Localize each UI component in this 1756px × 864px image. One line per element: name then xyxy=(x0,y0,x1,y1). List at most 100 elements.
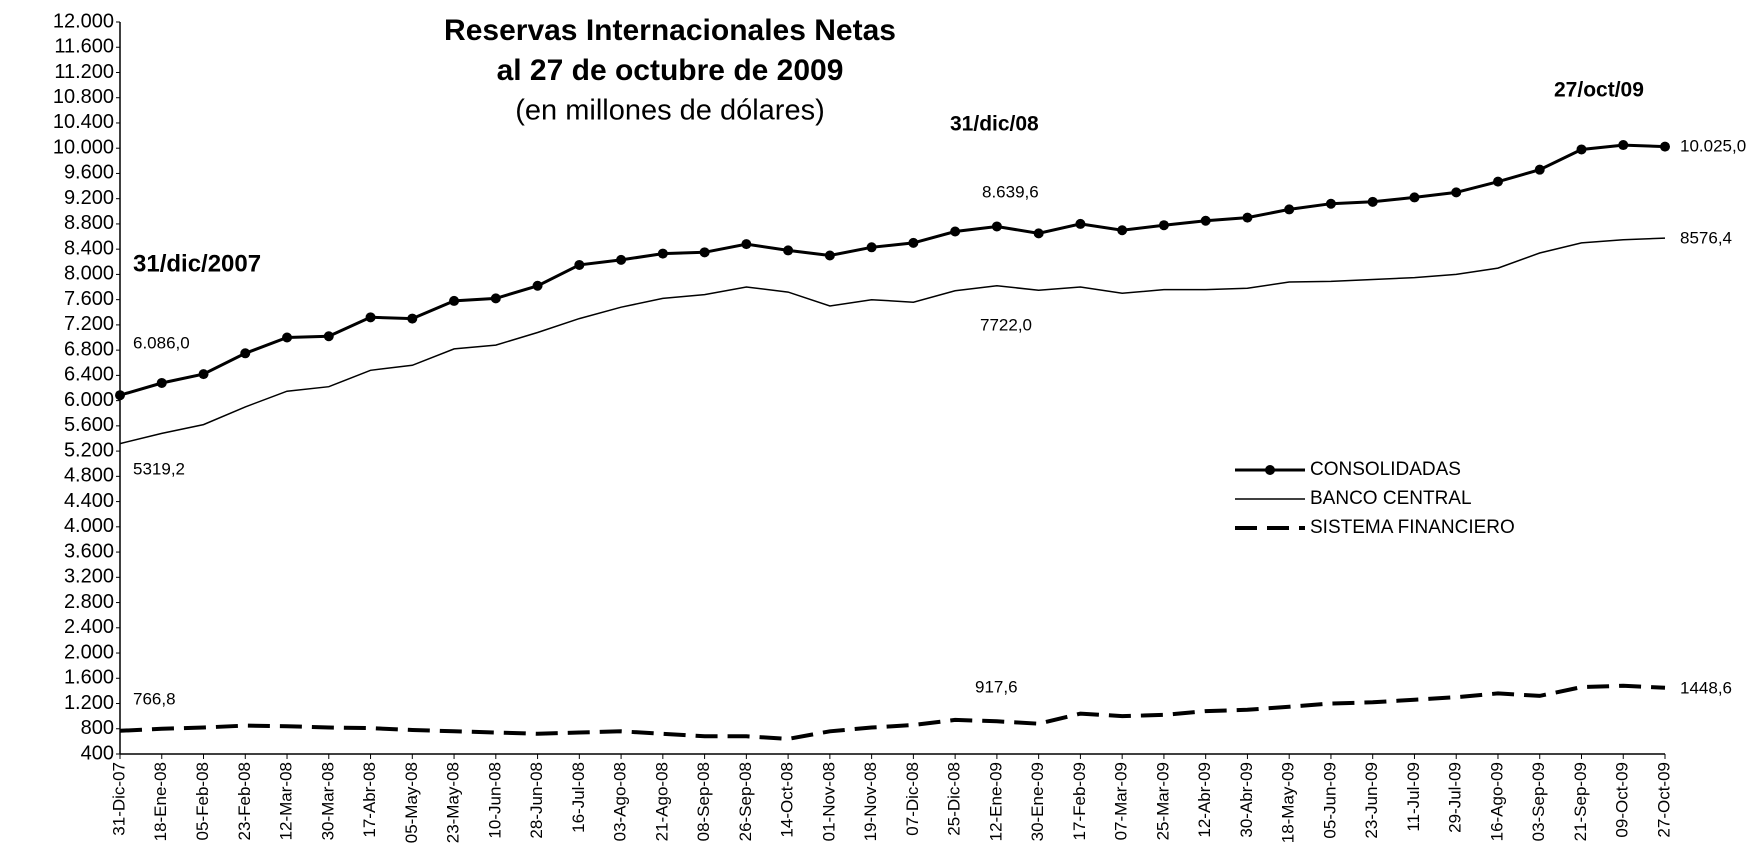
y-tick-label: 9.200 xyxy=(64,187,114,209)
marker xyxy=(1158,220,1169,231)
marker xyxy=(1534,164,1545,175)
legend-marker xyxy=(1265,465,1275,475)
marker xyxy=(1451,187,1462,198)
annotation: 10.025,0 xyxy=(1680,136,1746,155)
y-tick-label: 3.600 xyxy=(64,540,114,562)
x-tick-label: 31-Dic-07 xyxy=(109,762,128,836)
y-tick-label: 10.000 xyxy=(53,136,114,158)
y-tick-label: 4.000 xyxy=(64,515,114,537)
x-tick-label: 21-Ago-08 xyxy=(652,762,671,841)
series-line xyxy=(119,683,1666,741)
marker xyxy=(323,331,334,342)
x-tick-label: 30-Abr-09 xyxy=(1237,762,1256,838)
x-tick-label: 30-Ene-09 xyxy=(1028,762,1047,841)
x-tick-label: 05-Feb-08 xyxy=(193,762,212,840)
x-tick-label: 12-Abr-09 xyxy=(1195,762,1214,838)
marker xyxy=(1660,141,1670,152)
marker xyxy=(824,250,835,261)
x-tick-label: 09-Oct-09 xyxy=(1613,762,1632,838)
marker xyxy=(657,248,668,259)
unit-label: (en millones de dólares) xyxy=(515,95,824,127)
marker xyxy=(490,293,501,304)
x-tick-label: 03-Sep-09 xyxy=(1529,762,1548,841)
x-tick-label: 27-Oct-09 xyxy=(1654,762,1673,838)
x-tick-label: 25-Mar-09 xyxy=(1153,762,1172,840)
y-tick-label: 5.600 xyxy=(64,414,114,436)
annotation: 917,6 xyxy=(975,677,1018,696)
marker xyxy=(1200,215,1211,226)
x-tick-label: 16-Jul-08 xyxy=(569,762,588,833)
x-tick-label: 21-Sep-09 xyxy=(1571,762,1590,841)
y-tick-label: 10.400 xyxy=(53,111,114,133)
series-line xyxy=(119,143,1666,397)
x-tick-label: 28-Jun-08 xyxy=(527,762,546,839)
x-tick-label: 29-Jul-09 xyxy=(1446,762,1465,833)
marker xyxy=(449,295,460,306)
y-tick-label: 6.000 xyxy=(64,389,114,411)
annotation: 7722,0 xyxy=(980,315,1032,334)
legend-label: CONSOLIDADAS xyxy=(1310,459,1461,480)
x-tick-label: 08-Sep-08 xyxy=(694,762,713,841)
y-tick-label: 2.000 xyxy=(64,641,114,663)
marker xyxy=(240,348,251,359)
y-tick-label: 10.800 xyxy=(53,86,114,108)
marker xyxy=(908,237,919,248)
annotation: 31/dic/08 xyxy=(950,113,1039,136)
series-line xyxy=(119,237,1666,445)
y-tick-label: 1.200 xyxy=(64,692,114,714)
marker xyxy=(616,254,627,265)
y-tick-label: 6.400 xyxy=(64,364,114,386)
marker xyxy=(1576,144,1587,155)
y-tick-label: 8.400 xyxy=(64,237,114,259)
marker xyxy=(574,259,585,270)
y-tick-label: 8.000 xyxy=(64,263,114,285)
marker xyxy=(156,377,167,388)
x-tick-label: 23-Jun-09 xyxy=(1362,762,1381,839)
x-tick-label: 01-Nov-08 xyxy=(819,762,838,841)
x-tick-label: 17-Feb-09 xyxy=(1070,762,1089,840)
annotation: 31/dic/2007 xyxy=(133,250,261,277)
marker xyxy=(1284,204,1295,215)
marker xyxy=(1075,218,1086,229)
marker xyxy=(1242,212,1253,223)
legend-label: SISTEMA FINANCIERO xyxy=(1310,517,1515,538)
x-tick-label: 26-Sep-08 xyxy=(736,762,755,841)
y-tick-label: 5.200 xyxy=(64,439,114,461)
annotation: 27/oct/09 xyxy=(1554,79,1644,102)
marker xyxy=(282,332,293,343)
marker xyxy=(365,312,376,323)
y-tick-label: 11.200 xyxy=(54,61,114,83)
y-tick-label: 1.600 xyxy=(64,667,114,689)
y-tick-label: 7.200 xyxy=(64,313,114,335)
marker xyxy=(1367,196,1378,207)
y-tick-label: 2.400 xyxy=(64,616,114,638)
chart-title: Reservas Internacionales Netas xyxy=(444,14,896,47)
x-tick-label: 11-Jul-09 xyxy=(1404,762,1423,832)
x-tick-label: 18-Ene-08 xyxy=(151,762,170,841)
marker xyxy=(1409,192,1420,203)
marker xyxy=(1325,198,1336,209)
marker xyxy=(532,280,543,291)
marker xyxy=(783,245,794,256)
x-tick-label: 05-Jun-09 xyxy=(1320,762,1339,839)
marker xyxy=(115,390,125,401)
x-tick-label: 12-Mar-08 xyxy=(277,762,296,840)
legend-label: BANCO CENTRAL xyxy=(1310,488,1472,509)
marker xyxy=(407,313,418,324)
marker xyxy=(866,242,877,253)
marker xyxy=(1618,140,1629,151)
annotation: 5319,2 xyxy=(133,459,185,478)
y-tick-label: 4.800 xyxy=(64,465,114,487)
marker xyxy=(991,221,1002,232)
y-tick-label: 7.600 xyxy=(64,288,114,310)
y-tick-label: 9.600 xyxy=(64,162,114,184)
y-tick-label: 4.400 xyxy=(64,490,114,512)
x-tick-label: 07-Dic-08 xyxy=(903,762,922,836)
annotation: 6.086,0 xyxy=(133,333,190,352)
y-tick-label: 8.800 xyxy=(64,212,114,234)
y-tick-label: 400 xyxy=(81,742,114,764)
chart-subtitle: al 27 de octubre de 2009 xyxy=(497,54,844,87)
x-tick-label: 12-Ene-09 xyxy=(986,762,1005,841)
annotation: 1448,6 xyxy=(1680,678,1732,697)
